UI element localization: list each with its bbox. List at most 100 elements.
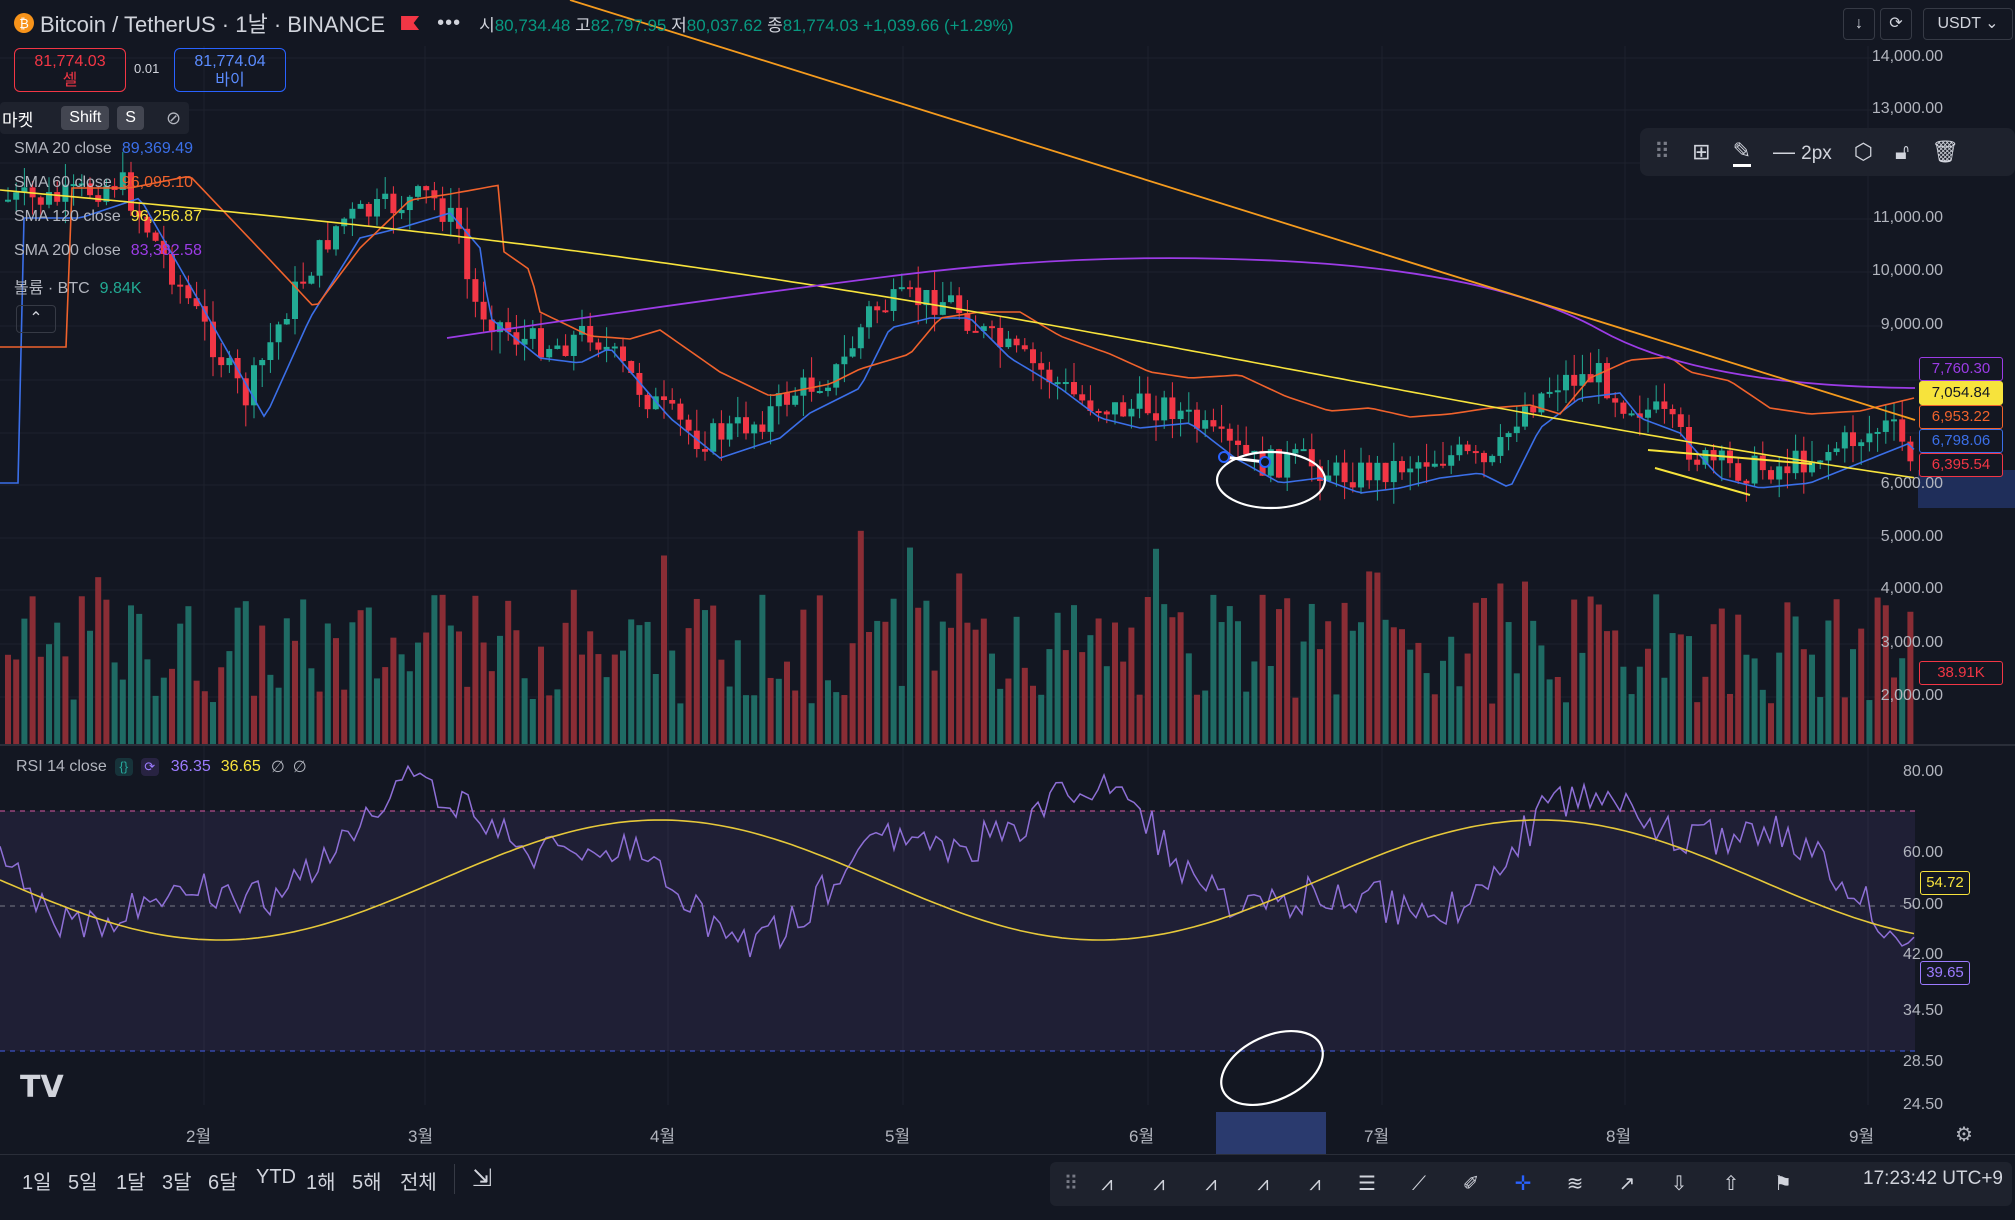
fib-icon[interactable]: ≋ bbox=[1566, 1173, 1584, 1195]
volume-bar bbox=[406, 671, 413, 744]
rsi-legend[interactable]: RSI 14 close {} ⟳ 36.35 36.65 ∅ ∅ bbox=[16, 758, 307, 776]
volume-bar bbox=[874, 620, 881, 744]
buy-button[interactable]: 81,774.04 바이 bbox=[174, 48, 286, 92]
volume-bar bbox=[1735, 614, 1742, 744]
arrow-line-icon[interactable]: ↗ bbox=[1618, 1173, 1636, 1195]
range-button[interactable]: 5일 bbox=[68, 1172, 98, 1194]
candle-body bbox=[480, 301, 487, 320]
price-axis-label: 11,000.00 bbox=[1873, 209, 1943, 226]
range-button[interactable]: 3달 bbox=[162, 1172, 192, 1194]
range-button[interactable]: 1일 bbox=[22, 1172, 52, 1194]
volume-bar bbox=[767, 677, 774, 744]
more-icon[interactable]: ••• bbox=[437, 11, 462, 34]
currency-select[interactable]: USDT ⌄ bbox=[1923, 8, 2013, 40]
rsi-band bbox=[0, 811, 1915, 1051]
time-axis-label: 5월 bbox=[885, 1127, 911, 1146]
volume-bar bbox=[1727, 693, 1733, 744]
goto-date-icon[interactable]: ⇲ bbox=[472, 1165, 493, 1192]
range-button[interactable]: 1해 bbox=[306, 1172, 336, 1194]
candle-body bbox=[1218, 426, 1225, 429]
volume-bar bbox=[1218, 622, 1225, 744]
add-template-icon[interactable]: ⊞ bbox=[1692, 139, 1711, 164]
settings-icon[interactable]: ⬡ bbox=[1853, 139, 1873, 164]
candle-body bbox=[218, 357, 225, 366]
pattern-wy-icon[interactable]: ⩘ bbox=[1257, 1173, 1269, 1195]
candle-body bbox=[497, 322, 503, 333]
candle-body bbox=[46, 192, 52, 205]
volume-bar bbox=[1784, 602, 1791, 744]
indicator-sma20[interactable]: SMA 20 close 89,369.49 bbox=[14, 140, 194, 157]
trend-line-icon[interactable]: ⟋ bbox=[1412, 1173, 1426, 1195]
arrow-up-icon[interactable]: ⇧ bbox=[1722, 1173, 1740, 1195]
range-button[interactable]: 1달 bbox=[116, 1172, 146, 1194]
range-button[interactable]: YTD bbox=[256, 1166, 296, 1188]
volume-bar bbox=[644, 621, 651, 744]
volume-bar bbox=[620, 650, 626, 744]
range-button[interactable]: 6달 bbox=[208, 1172, 238, 1194]
refresh-icon[interactable]: ⟳ bbox=[1880, 8, 1912, 40]
sell-button[interactable]: 81,774.03 셀 bbox=[14, 48, 126, 92]
collapse-legend-button[interactable]: ⌃ bbox=[16, 305, 56, 333]
candle-body bbox=[365, 203, 372, 217]
candle-body bbox=[324, 240, 331, 250]
volume-bar bbox=[964, 622, 971, 744]
circle-drawing[interactable] bbox=[1215, 450, 1327, 510]
range-button[interactable]: 5해 bbox=[352, 1172, 382, 1194]
horizontal-lines-icon[interactable]: ☰ bbox=[1358, 1173, 1376, 1195]
volume-bar bbox=[374, 678, 380, 744]
flag-marker-icon[interactable]: ⚑ bbox=[1774, 1173, 1792, 1195]
pattern-ac-icon[interactable]: ⩘ bbox=[1153, 1173, 1165, 1195]
drag-handle-icon[interactable]: ⠿ bbox=[1654, 139, 1671, 164]
shift-key: Shift bbox=[61, 106, 110, 130]
lock-icon[interactable]: 🔓︎ bbox=[1894, 139, 1910, 164]
candles bbox=[5, 151, 1914, 504]
volume-bar bbox=[1308, 603, 1315, 744]
candle-body bbox=[898, 287, 905, 290]
circle-drawing-rsi[interactable] bbox=[1210, 1016, 1335, 1120]
candle-body bbox=[948, 295, 954, 303]
sync-icon[interactable]: ⟳ bbox=[140, 758, 159, 776]
indicator-sma120[interactable]: SMA 120 close 96,256.87 bbox=[14, 208, 202, 225]
volume-bar bbox=[1144, 597, 1151, 744]
tradingview-logo[interactable]: TV bbox=[20, 1070, 64, 1105]
wedge-upper-line[interactable] bbox=[1647, 449, 1813, 465]
wedge-lower-line[interactable] bbox=[1654, 467, 1751, 496]
volume-bar bbox=[1538, 645, 1545, 744]
indicator-sma200[interactable]: SMA 200 close 83,382.58 bbox=[14, 242, 202, 259]
selected-line[interactable] bbox=[1223, 455, 1266, 464]
candle-body bbox=[54, 192, 61, 202]
anchor-handle[interactable] bbox=[1218, 451, 1230, 463]
drag-handle-icon[interactable]: ⠿ bbox=[1063, 1173, 1079, 1195]
pencil-color-icon[interactable]: ✎ bbox=[1732, 138, 1751, 167]
flag-icon[interactable] bbox=[401, 16, 420, 30]
anchor-handle[interactable] bbox=[1259, 456, 1271, 468]
volume-bar bbox=[948, 627, 954, 744]
arrow-down-icon[interactable]: ⇩ bbox=[1670, 1173, 1688, 1195]
range-button[interactable]: 전체 bbox=[400, 1172, 437, 1194]
hide-eye-icon[interactable]: ⊘ bbox=[165, 107, 182, 128]
volume-bar bbox=[87, 630, 93, 744]
indicator-sma60[interactable]: SMA 60 close 96,095.10 bbox=[14, 174, 194, 191]
brush-icon[interactable]: ✐ bbox=[1462, 1173, 1480, 1195]
indicator-volume[interactable]: 볼륨 · BTC 9.84K bbox=[14, 280, 142, 297]
volume-bar bbox=[1768, 703, 1774, 744]
clock[interactable]: 17:23:42 UTC+9 bbox=[1863, 1168, 2003, 1189]
shortcut-label: 마켓 bbox=[2, 110, 34, 130]
line-width-button[interactable]: — 2px bbox=[1773, 139, 1832, 164]
code-icon[interactable]: {} bbox=[114, 758, 133, 776]
volume-bar bbox=[1095, 618, 1102, 744]
candle-body bbox=[464, 228, 471, 280]
pattern-ae-icon[interactable]: ⩘ bbox=[1205, 1173, 1217, 1195]
settings-gear-icon[interactable]: ⚙ bbox=[1955, 1124, 1973, 1146]
download-icon[interactable]: ↓ bbox=[1843, 8, 1875, 40]
crosshair-icon[interactable]: ✛ bbox=[1514, 1173, 1532, 1195]
candle-body bbox=[890, 289, 897, 311]
pattern-wz-icon[interactable]: ⩘ bbox=[1309, 1173, 1321, 1195]
trend-line[interactable] bbox=[569, 0, 1916, 421]
pattern-15-icon[interactable]: ⩘ bbox=[1101, 1173, 1113, 1195]
candle-body bbox=[1399, 460, 1405, 473]
symbol-title[interactable]: Bitcoin / TetherUS · 1날 · BINANCE bbox=[40, 12, 386, 37]
price-axis-label: 4,000.00 bbox=[1880, 580, 1943, 597]
trash-icon[interactable]: 🗑︎ bbox=[1931, 139, 1960, 164]
